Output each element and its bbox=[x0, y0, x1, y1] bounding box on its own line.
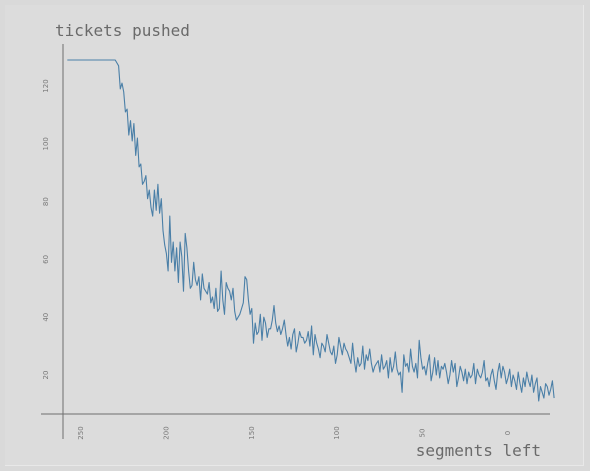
x-tick-labels: 250 200 150 100 50 0 bbox=[77, 426, 512, 439]
chart-panel bbox=[5, 5, 584, 466]
x-tick-label: 100 bbox=[333, 426, 341, 439]
x-tick-label: 200 bbox=[162, 426, 170, 439]
x-axis-label: segments left bbox=[416, 441, 541, 460]
x-tick-label: 150 bbox=[248, 426, 256, 439]
y-tick-label: 80 bbox=[42, 197, 50, 206]
y-tick-label: 20 bbox=[42, 371, 50, 380]
y-tick-label: 120 bbox=[42, 79, 50, 92]
x-tick-label: 0 bbox=[504, 431, 512, 435]
series-line bbox=[67, 59, 555, 402]
x-tick-label: 250 bbox=[77, 426, 85, 439]
y-tick-label: 100 bbox=[42, 137, 50, 150]
x-tick-label: 50 bbox=[419, 429, 427, 438]
axes bbox=[41, 44, 550, 439]
series-group bbox=[67, 59, 555, 402]
y-tick-label: 60 bbox=[42, 255, 50, 264]
y-tick-label: 40 bbox=[42, 313, 50, 322]
y-tick-labels: 20 40 60 80 100 120 bbox=[42, 79, 50, 379]
y-axis-label: tickets pushed bbox=[55, 21, 190, 40]
